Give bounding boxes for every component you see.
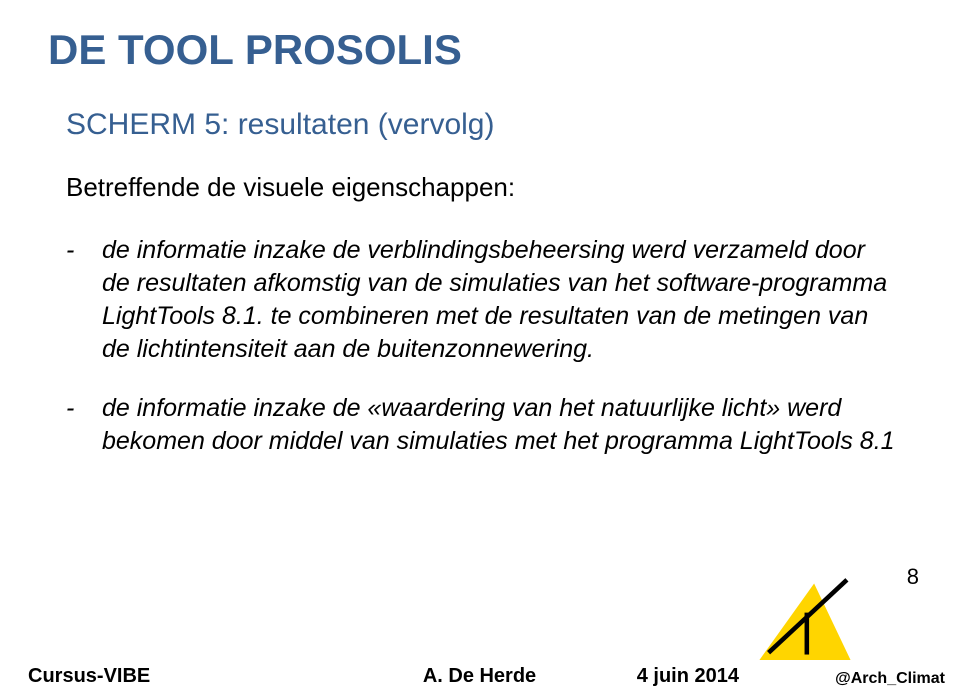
list-item: - de informatie inzake de «waardering va… <box>66 392 896 458</box>
footer-date: 4 juin 2014 <box>637 665 739 688</box>
bullet-list: - de informatie inzake de verblindingsbe… <box>66 234 896 484</box>
footer: Cursus-VIBE A. De Herde 4 juin 2014 @Arc… <box>0 660 959 694</box>
bullet-dash: - <box>66 392 102 458</box>
bullet-text: de informatie inzake de «waardering van … <box>102 392 896 458</box>
page-title: DE TOOL PROSOLIS <box>48 26 462 74</box>
logo-icon <box>759 578 851 660</box>
footer-author: A. De Herde <box>0 665 959 688</box>
intro-text: Betreffende de visuele eigenschappen: <box>66 172 515 203</box>
bullet-text: de informatie inzake de verblindingsbehe… <box>102 234 896 366</box>
page-number: 8 <box>907 564 919 590</box>
list-item: - de informatie inzake de verblindingsbe… <box>66 234 896 366</box>
footer-handle: @Arch_Climat <box>835 670 945 688</box>
page-subtitle: SCHERM 5: resultaten (vervolg) <box>66 108 494 142</box>
bullet-dash: - <box>66 234 102 366</box>
